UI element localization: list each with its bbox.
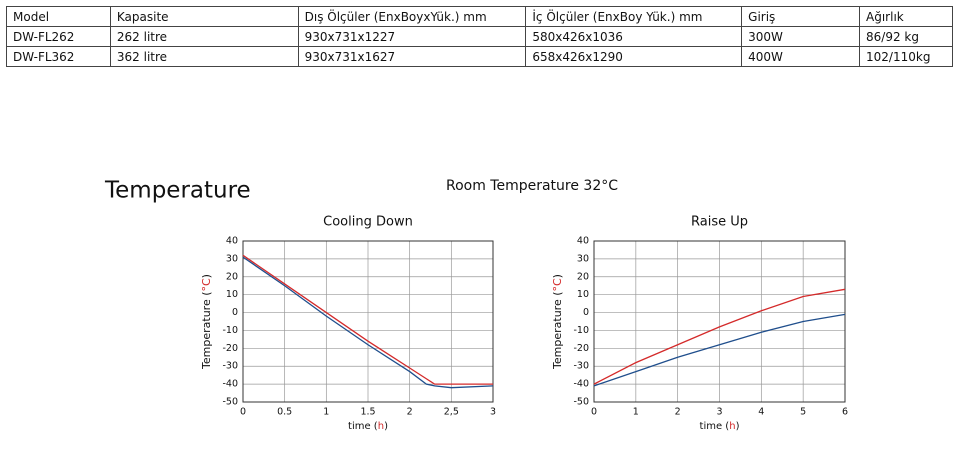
y-axis-label: Temperature (°C) [200, 274, 213, 370]
plot-frame [593, 240, 846, 403]
x-tick-label: 4 [758, 407, 764, 418]
y-tick-label: 40 [577, 236, 589, 247]
x-tick-label: 0.5 [277, 407, 292, 418]
table-cell: 362 litre [109, 46, 299, 67]
chart-title: Cooling Down [323, 215, 413, 230]
y-tick-label: 20 [226, 271, 238, 282]
y-axis-label-part: ) [200, 274, 213, 278]
y-tick-label: -20 [573, 343, 589, 354]
table-row: Model Kapasite Dış Ölçüler (EnxBoyxYük.) m… [6, 6, 953, 27]
table-cell: Giriş [741, 6, 861, 27]
x-tick-label: 1 [323, 407, 329, 418]
x-tick-label: 1.5 [360, 407, 375, 418]
x-axis-label: time (h) [348, 421, 388, 432]
x-tick-label: 5 [800, 407, 806, 418]
table-cell: 102/110kg [859, 46, 953, 67]
x-axis-label-part: h [729, 421, 735, 432]
subheading: Room Temperature 32°C [446, 178, 618, 194]
x-tick-label: 0 [240, 407, 246, 418]
y-tick-label: 10 [577, 289, 589, 300]
table-cell: 930x731x1627 [297, 46, 527, 67]
x-axis-label-part: ) [384, 421, 388, 432]
table-cell: 658x426x1290 [525, 46, 743, 67]
y-tick-label: -20 [222, 343, 238, 354]
y-axis-label-part: °C [200, 278, 213, 292]
x-tick-label: 0 [591, 407, 597, 418]
x-axis-label-part: h [378, 421, 384, 432]
series-line [593, 288, 846, 385]
x-tick-label: 2,5 [444, 407, 459, 418]
y-axis-label-part: °C [551, 278, 564, 292]
series-line [242, 254, 493, 385]
y-tick-label: -10 [573, 325, 589, 336]
y-tick-label: -30 [573, 361, 589, 372]
x-axis-label-part: ) [736, 421, 740, 432]
table-cell: 400W [741, 46, 861, 67]
x-tick-label: 1 [633, 407, 639, 418]
spec-table: Model Kapasite Dış Ölçüler (EnxBoyxYük.) m… [6, 6, 953, 67]
x-tick-label: 6 [842, 407, 848, 418]
series-line [242, 256, 494, 389]
x-axis-label: time (h) [700, 421, 740, 432]
y-tick-label: 20 [577, 271, 589, 282]
heading: Temperature [104, 178, 251, 204]
y-tick-label: -40 [222, 379, 238, 390]
plot-frame [242, 240, 494, 403]
y-tick-label: 40 [226, 236, 238, 247]
y-axis-label-part: ) [551, 274, 564, 278]
y-tick-label: 10 [226, 289, 238, 300]
x-axis-label-part: time ( [348, 421, 378, 432]
y-axis-label-part: Temperature ( [551, 292, 564, 370]
y-axis-label: Temperature (°C) [551, 274, 564, 370]
chart-title: Raise Up [691, 215, 748, 230]
y-axis-label-part: Temperature ( [200, 292, 213, 370]
x-tick-label: 3 [490, 407, 496, 418]
y-tick-label: 30 [577, 253, 589, 264]
y-tick-label: 0 [583, 307, 589, 318]
x-tick-label: 2 [407, 407, 413, 418]
y-tick-label: -50 [573, 397, 589, 408]
table-cell: DW-FL362 [6, 46, 111, 67]
x-axis-label-part: time ( [700, 421, 730, 432]
x-tick-label: 2 [675, 407, 681, 418]
table-row: DW-FL262 262 litre 930x731x1227 580x426x103… [6, 26, 953, 47]
x-tick-label: 3 [716, 407, 722, 418]
y-tick-label: -30 [222, 361, 238, 372]
y-tick-label: -50 [222, 397, 238, 408]
y-tick-label: 0 [232, 307, 238, 318]
series-line [593, 313, 846, 387]
y-tick-label: -10 [222, 325, 238, 336]
y-tick-label: 30 [226, 253, 238, 264]
y-tick-label: -40 [573, 379, 589, 390]
table-row: DW-FL362 362 litre 930x731x1627 658x426x129… [6, 46, 953, 67]
